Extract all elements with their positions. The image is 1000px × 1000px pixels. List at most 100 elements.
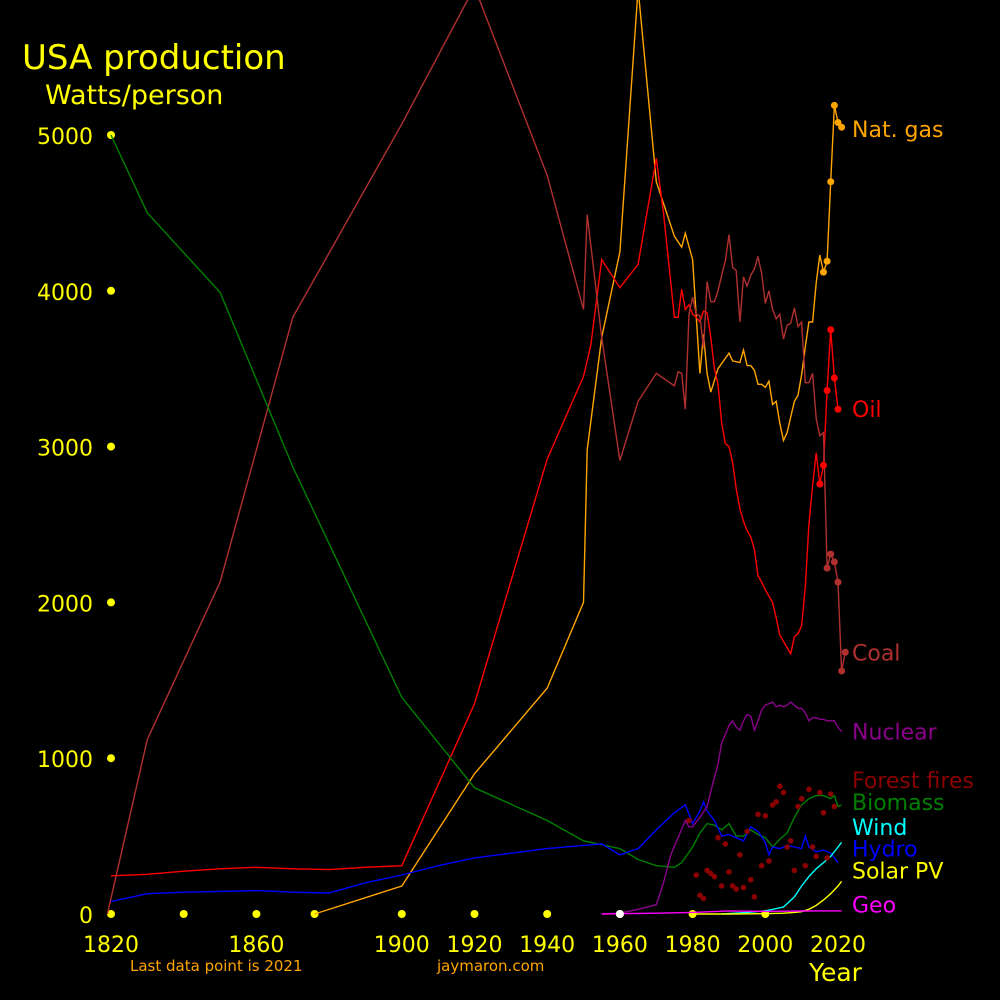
point-nat-gas-2018 (827, 178, 835, 186)
point-forest-fires-1997 (751, 894, 758, 900)
y-tick-label-5000: 5000 (37, 125, 93, 150)
point-forest-fires-2008 (791, 867, 798, 874)
point-coal-2017 (823, 564, 831, 572)
x-tick-dot-1840 (179, 910, 188, 918)
y-tick-label-0: 0 (79, 904, 93, 929)
point-nat-gas-2021 (838, 123, 846, 131)
point-coal-2022 (841, 648, 849, 656)
point-forest-fires-1991 (729, 883, 736, 889)
point-forest-fires-1983 (700, 895, 707, 902)
point-forest-fires-2015 (817, 789, 823, 796)
point-forest-fires-1992 (733, 886, 740, 892)
point-forest-fires-2005 (780, 789, 787, 796)
series-line-coal (106, 0, 846, 915)
series-label-coal: Coal (852, 641, 900, 666)
y-axis-ticks: 0 1000 2000 3000 4000 5000 (37, 125, 115, 929)
point-oil-2019 (830, 374, 838, 382)
x-tick-label-1960: 1960 (592, 933, 648, 958)
point-forest-fires-1996 (747, 876, 754, 883)
point-forest-fires-2006 (784, 844, 790, 850)
point-forest-fires-2002 (769, 802, 776, 808)
y-tick-dot-1000 (107, 754, 115, 763)
point-coal-2021 (838, 667, 846, 675)
point-forest-fires-1988 (718, 883, 725, 889)
point-forest-fires-2014 (813, 853, 819, 860)
point-forest-fires-1993 (737, 851, 743, 858)
point-coal-2019 (830, 558, 838, 566)
x-tick-label-1980: 1980 (665, 933, 721, 958)
series-line-geo (601, 910, 842, 915)
point-forest-fires-1981 (693, 872, 700, 878)
point-forest-fires-2001 (766, 858, 772, 864)
series-label-forest-fires: Forest fires (852, 769, 974, 794)
x-axis-label: Year (808, 958, 863, 987)
point-forest-fires-2018 (827, 791, 834, 797)
point-forest-fires-1986 (711, 873, 718, 880)
point-forest-fires-1982 (697, 892, 703, 899)
point-forest-fires-2010 (798, 795, 805, 802)
series-line-hydro (110, 799, 839, 903)
series-line-nuclear (601, 701, 843, 915)
point-forest-fires-2000 (762, 813, 769, 819)
series-line-nat-gas (314, 0, 843, 915)
y-tick-label-2000: 2000 (37, 592, 93, 617)
point-forest-fires-1985 (707, 870, 714, 877)
x-tick-dot-1860 (252, 910, 261, 918)
x-tick-dot-1960-white (615, 910, 624, 918)
y-tick-dot-0 (107, 910, 115, 918)
point-oil-2015 (816, 480, 824, 488)
point-forest-fires-2013 (809, 844, 816, 850)
series-label-nuclear: Nuclear (852, 721, 938, 746)
y-tick-label-3000: 3000 (37, 437, 93, 462)
y-tick-dot-4000 (107, 286, 115, 295)
point-forest-fires-2016 (820, 809, 827, 816)
point-forest-fires-2017 (824, 855, 830, 861)
point-forest-fires-1990 (726, 869, 732, 875)
series-label-wind: Wind (852, 816, 907, 841)
point-forest-fires-1987 (715, 834, 721, 841)
y-tick-dot-3000 (107, 442, 115, 451)
series-label-oil: Oil (852, 398, 882, 423)
chart-title: USA production (22, 38, 286, 78)
point-forest-fires-1989 (722, 841, 729, 847)
point-forest-fires-2007 (787, 837, 794, 844)
x-tick-label-1820: 1820 (83, 933, 139, 958)
series-label-nat-gas: Nat. gas (852, 118, 943, 143)
point-oil-2020 (834, 405, 842, 413)
point-forest-fires-2019 (831, 803, 838, 810)
point-oil-2017 (823, 387, 831, 395)
point-forest-fires-2009 (795, 803, 801, 810)
point-forest-fires-2003 (773, 799, 780, 805)
series-lines (106, 0, 846, 915)
x-tick-label-1860: 1860 (228, 933, 284, 958)
point-nat-gas-2016 (819, 268, 827, 276)
point-nat-gas-2019 (830, 101, 838, 109)
y-tick-label-1000: 1000 (37, 748, 93, 773)
series-label-hydro: Hydro (852, 838, 918, 863)
point-forest-fires-1995 (744, 828, 750, 835)
x-tick-dot-1920 (470, 910, 479, 918)
x-tick-label-2000: 2000 (737, 933, 793, 958)
point-forest-fires-2012 (806, 786, 812, 793)
point-oil-2018 (827, 326, 835, 334)
point-forest-fires-1999 (758, 862, 765, 869)
series-label-solar-pv: Solar PV (852, 859, 943, 884)
x-tick-dot-1876 (310, 910, 319, 918)
x-tick-label-1940: 1940 (519, 933, 575, 958)
y-tick-label-4000: 4000 (37, 281, 93, 306)
footer-site-credit: jaymaron.com (436, 957, 544, 975)
x-tick-label-1920: 1920 (447, 933, 503, 958)
point-coal-2020 (834, 578, 842, 586)
x-tick-label-2020: 2020 (810, 933, 866, 958)
series-line-biomass (110, 134, 842, 869)
point-coal-2018 (827, 550, 835, 558)
point-oil-2016 (819, 461, 827, 469)
scatter-points (686, 783, 838, 902)
series-label-geo: Geo (852, 894, 896, 919)
x-tick-dot-1900 (397, 910, 406, 918)
point-forest-fires-2011 (802, 862, 809, 869)
series-line-oil (110, 158, 839, 877)
point-forest-fires-1979 (686, 817, 692, 824)
point-forest-fires-1984 (704, 867, 710, 874)
